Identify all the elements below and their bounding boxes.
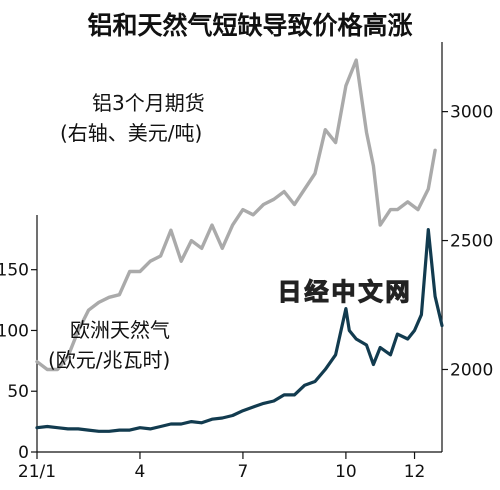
aluminum-series-label: 铝3个月期货	[92, 91, 205, 115]
x-tick-label: 4	[135, 462, 146, 482]
watermark-text: 日经中文网	[278, 278, 413, 306]
x-tick-label: 7	[238, 462, 249, 482]
x-tick-label: 10	[335, 462, 357, 482]
gas-series-label: 欧洲天然气	[70, 318, 170, 342]
x-tick-label: 12	[404, 462, 426, 482]
x-tick-label: 21/1	[18, 462, 56, 482]
right-tick-label: 2000	[450, 360, 493, 380]
right-tick-label: 3000	[450, 103, 493, 123]
left-tick-label: 150	[0, 261, 29, 281]
gas-series-unit: (欧元/兆瓦时)	[48, 348, 170, 372]
aluminum-series-line	[35, 58, 437, 372]
x-axis-ticks: 21/1 4 7 10 12	[18, 452, 425, 482]
chart-title: 铝和天然气短缺导致价格高涨	[87, 11, 412, 40]
series-layer	[35, 58, 444, 433]
aluminum-series-unit: (右轴、美元/吨)	[60, 121, 202, 145]
left-tick-label: 0	[18, 443, 29, 463]
watermark: 日经中文网	[277, 277, 413, 306]
gas-series-line	[35, 228, 444, 433]
right-axis-ticks: 2000 2500 3000	[442, 103, 493, 380]
right-tick-label: 2500	[450, 232, 493, 252]
left-axis-ticks: 0 50 100 150	[0, 261, 37, 463]
left-tick-label: 100	[0, 321, 29, 341]
left-tick-label: 50	[7, 382, 29, 402]
